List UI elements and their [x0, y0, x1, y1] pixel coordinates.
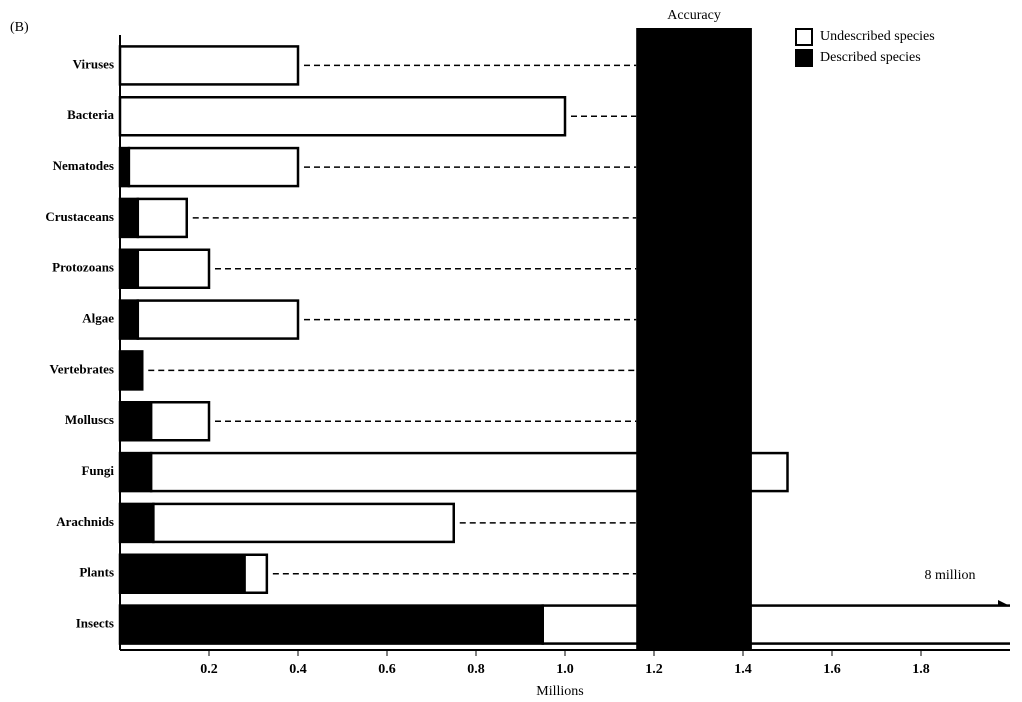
panel-label: (B): [10, 20, 29, 35]
category-label: Viruses: [73, 56, 114, 71]
legend-label: Described species: [820, 50, 921, 65]
bar-segment: [127, 146, 300, 188]
bar-segment: [118, 248, 140, 289]
bar-segment: [118, 96, 567, 137]
category-label: Vertebrates: [50, 361, 115, 376]
category-label: Molluscs: [65, 412, 114, 427]
bar-segment: [243, 553, 269, 594]
category-label: Protozoans: [52, 260, 114, 275]
category-label: Algae: [82, 311, 114, 326]
accuracy-band: [636, 28, 752, 650]
x-tick-label: 0.2: [200, 662, 218, 677]
category-label: Insects: [76, 616, 114, 631]
bar-segment: [136, 299, 300, 340]
legend-swatch: [795, 28, 813, 46]
x-tick-label: 0.6: [378, 662, 396, 677]
category-label: Bacteria: [67, 107, 114, 122]
category-label: Nematodes: [53, 158, 114, 173]
accuracy-label: Accuracy: [667, 8, 721, 23]
x-tick-label: 0.4: [289, 662, 307, 677]
bar-segment: [118, 401, 153, 442]
category-label: Fungi: [81, 463, 114, 478]
bar-segment: [136, 197, 189, 239]
x-tick-label: 1.2: [645, 662, 663, 677]
x-tick-label: 1.4: [734, 662, 752, 677]
plot-area: [118, 45, 1010, 645]
bar-segment: [118, 197, 140, 239]
bar-segment: [118, 553, 246, 594]
annotation: 8 million: [925, 568, 976, 583]
bar-segment: [118, 502, 155, 544]
bar-segment: [118, 299, 140, 340]
x-tick-label: 1.6: [823, 662, 841, 677]
category-label: Plants: [79, 565, 114, 580]
bar-segment: [541, 604, 1010, 645]
bar-segment: [152, 502, 455, 544]
x-tick-label: 1.0: [556, 662, 574, 677]
bar-segment: [118, 451, 153, 493]
bar-segment: [149, 401, 211, 442]
legend-label: Undescribed species: [820, 29, 935, 44]
bar-segment: [118, 146, 131, 188]
bar-segment: [118, 350, 144, 391]
legend-swatch: [795, 49, 813, 67]
bar-segment: [136, 248, 211, 289]
x-tick-label: 1.8: [912, 662, 930, 677]
x-axis-label: Millions: [536, 684, 583, 699]
category-label: Arachnids: [56, 514, 114, 529]
bar-segment: [118, 604, 544, 645]
x-tick-label: 0.8: [467, 662, 485, 677]
bar-segment: [118, 45, 300, 86]
category-label: Crustaceans: [45, 209, 114, 224]
